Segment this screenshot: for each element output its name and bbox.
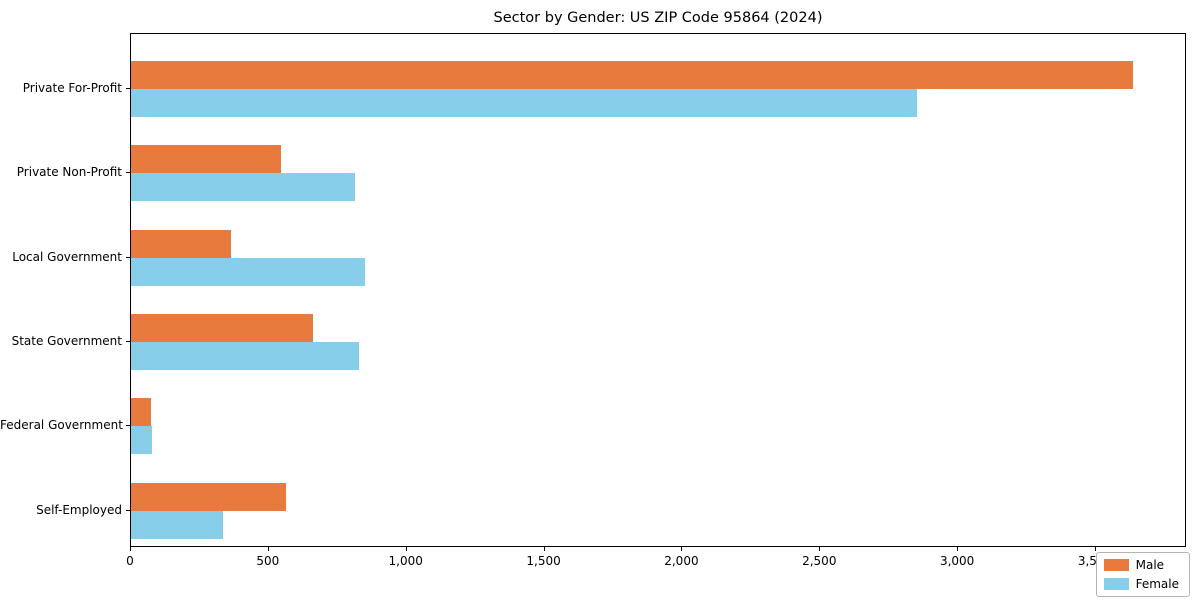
legend: Male Female <box>1095 552 1190 597</box>
ytick-mark <box>126 509 130 511</box>
bar-female-local-government <box>131 257 365 286</box>
xtick-mark <box>267 547 269 551</box>
bar-female-private-for-profit <box>131 89 917 117</box>
ytick-label-self-employed: Self-Employed <box>36 502 122 517</box>
xtick-mark <box>681 547 683 551</box>
bar-female-state-government <box>131 341 360 370</box>
xtick-label-1-000: 1,000 <box>388 554 423 568</box>
ytick-label-private-non-profit: Private Non-Profit <box>16 165 122 180</box>
legend-swatch-male <box>1103 559 1129 571</box>
xtick-mark <box>1095 547 1096 551</box>
ytick-label-state-government: State Government <box>11 333 122 348</box>
bar-female-self-employed <box>131 510 224 539</box>
ytick-label-local-government: Local Government <box>12 249 122 264</box>
ytick-mark <box>126 340 130 342</box>
xtick-label-500: 500 <box>256 554 280 568</box>
xtick-mark <box>543 547 545 551</box>
bar-female-federal-government <box>131 426 152 455</box>
legend-item-female: Female <box>1103 577 1179 591</box>
xtick-mark <box>819 547 821 551</box>
bar-male-self-employed <box>131 482 287 511</box>
ytick-mark <box>126 172 130 174</box>
legend-label-male: Male <box>1135 558 1165 572</box>
legend-item-male: Male <box>1103 558 1179 572</box>
bar-male-state-government <box>131 313 313 342</box>
xtick-mark <box>405 547 407 551</box>
bar-male-private-non-profit <box>131 145 281 174</box>
xtick-label-1-500: 1,500 <box>526 554 561 568</box>
xtick-label-2-000: 2,000 <box>664 554 699 568</box>
ytick-mark <box>126 256 130 258</box>
ytick-label-federal-government: Federal Government <box>0 418 123 433</box>
xtick-label-3-000: 3,000 <box>939 554 975 568</box>
xtick-mark <box>957 547 959 551</box>
bar-male-local-government <box>131 229 232 258</box>
legend-label-female: Female <box>1135 577 1179 591</box>
ytick-mark <box>126 88 130 89</box>
xtick-mark <box>130 547 131 551</box>
chart-title: Sector by Gender: US ZIP Code 95864 (202… <box>493 10 823 26</box>
ytick-label-private-for-profit: Private For-Profit <box>22 81 122 95</box>
plot-area <box>130 33 1186 547</box>
xtick-label-0: 0 <box>126 554 134 568</box>
bar-male-federal-government <box>131 398 151 427</box>
bar-male-private-for-profit <box>131 61 1133 89</box>
bar-female-private-non-profit <box>131 173 356 202</box>
xtick-label-2-500: 2,500 <box>802 554 837 568</box>
ytick-mark <box>126 425 130 427</box>
legend-swatch-female <box>1103 578 1129 590</box>
